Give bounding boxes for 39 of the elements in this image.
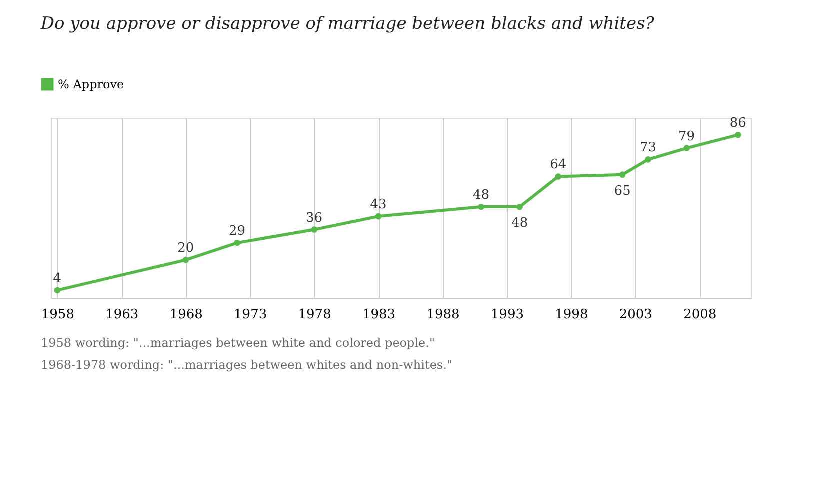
data-label: 36 [306, 210, 323, 226]
x-tick-label: 1993 [490, 308, 524, 322]
legend-label: % Approve [58, 78, 124, 92]
point [234, 240, 240, 246]
data-label: 4 [53, 271, 62, 286]
data-label: 79 [678, 129, 696, 144]
x-tick-label: 1968 [170, 308, 203, 322]
data-label: 48 [473, 188, 490, 204]
data-label: 65 [614, 184, 631, 199]
point [182, 256, 190, 264]
x-tick-label: 1958 [41, 308, 74, 322]
x-tick-label: 1973 [234, 308, 268, 322]
x-tick-label: 1988 [426, 308, 460, 322]
point [555, 174, 562, 180]
data-label: 73 [640, 140, 657, 156]
point [478, 204, 484, 210]
data-label: 48 [512, 216, 528, 232]
chart-title: Do you approve or disapprove of marriage between blacks and whites? [40, 14, 656, 34]
data-label: 29 [228, 224, 246, 240]
data-label: 64 [550, 158, 567, 173]
x-tick-label: 2003 [619, 308, 652, 322]
point [311, 226, 318, 233]
x-tick-label: 1963 [106, 308, 139, 322]
point [734, 132, 742, 138]
text: 1968-1978 wording: "...marriages between whites and non-whites." [41, 358, 452, 372]
data-label: 20 [178, 241, 194, 256]
point [54, 287, 61, 294]
x-tick-label: 2008 [684, 308, 717, 322]
data-label: 43 [370, 198, 387, 213]
x-tick-label: 1978 [298, 308, 332, 322]
point [375, 213, 382, 220]
x-tick-label: 1998 [555, 308, 588, 322]
text: 1958 wording: "...marriages between white and colored people." [41, 336, 435, 350]
point [516, 204, 523, 210]
data-label: 86 [730, 116, 746, 132]
point [645, 156, 652, 163]
x-tick-label: 1983 [362, 308, 396, 322]
point [684, 145, 690, 152]
point [619, 172, 626, 178]
